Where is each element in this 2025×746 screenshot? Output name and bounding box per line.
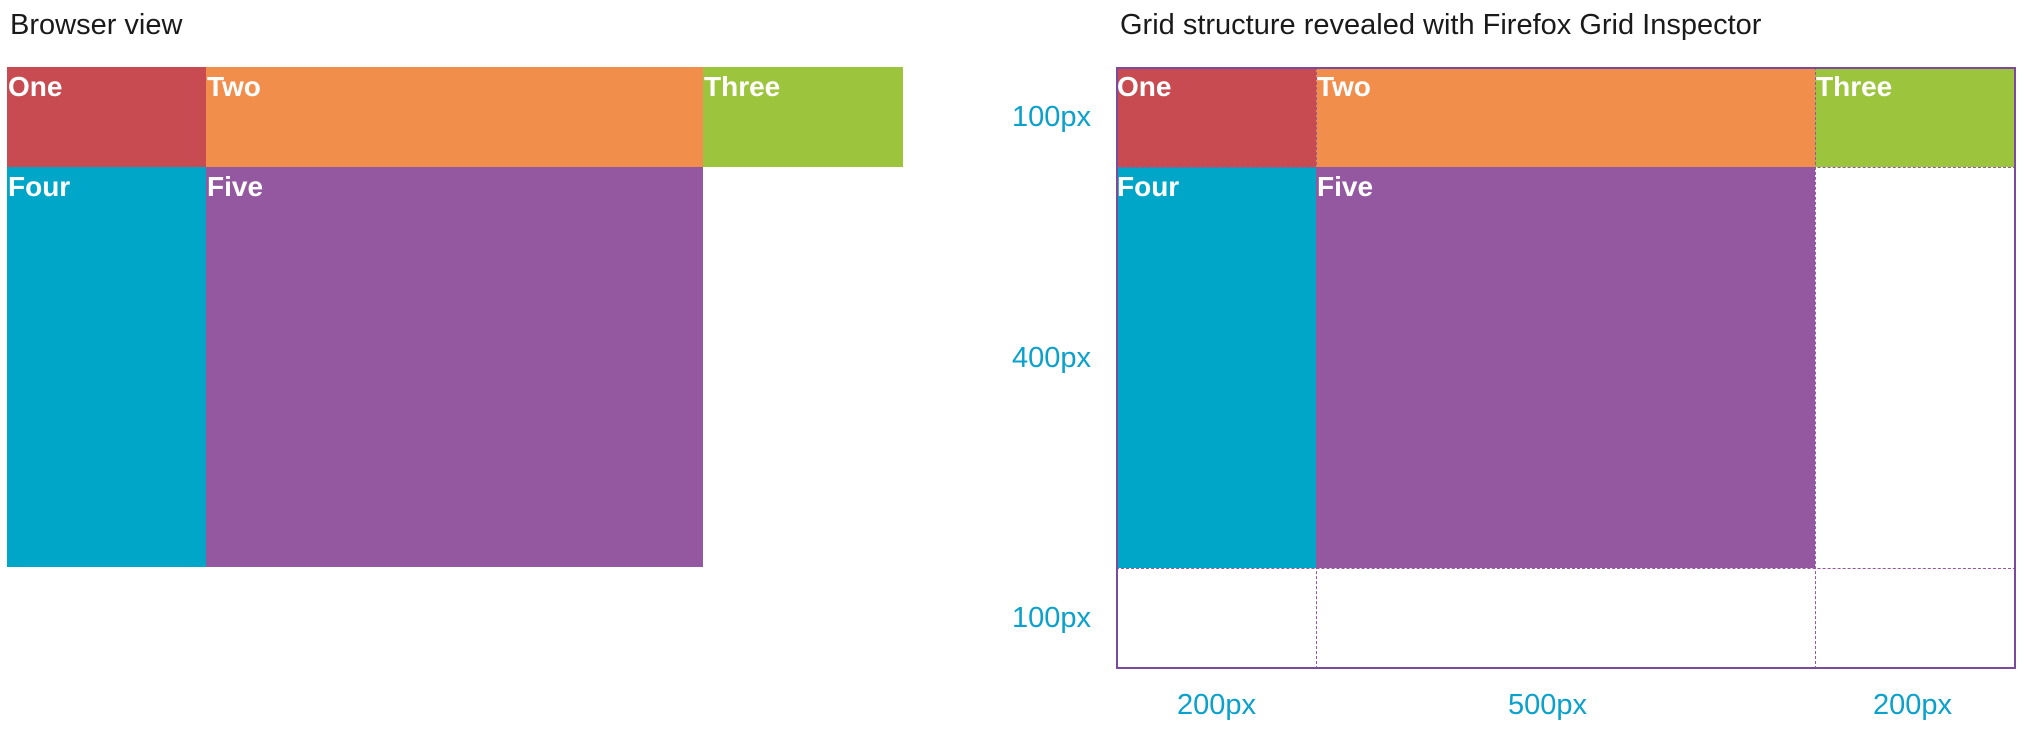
- inspector-item-five: Five: [1316, 167, 1815, 568]
- grid-row-line-2: [1116, 167, 2016, 168]
- grid-row-line-3: [1116, 568, 2016, 569]
- row-track-1-size: 100px: [1012, 101, 1092, 133]
- column-track-1-size: 200px: [1177, 689, 1257, 721]
- column-track-2-size: 500px: [1508, 689, 1588, 721]
- browser-view-heading: Browser view: [10, 9, 183, 41]
- inspector-item-three: Three: [1815, 67, 2016, 167]
- inspector-item-three-label: Three: [1816, 71, 1893, 102]
- inspector-item-one: One: [1116, 67, 1316, 167]
- inspector-item-one-label: One: [1117, 71, 1172, 102]
- browser-item-three-label: Three: [704, 71, 781, 102]
- inspector-item-two-label: Two: [1317, 71, 1371, 102]
- browser-item-four: Four: [7, 167, 206, 567]
- browser-item-five-label: Five: [207, 171, 264, 202]
- browser-item-one-label: One: [8, 71, 63, 102]
- row-track-3-size: 100px: [1012, 602, 1092, 634]
- inspector-item-four: Four: [1116, 167, 1316, 568]
- inspector-item-five-label: Five: [1317, 171, 1374, 202]
- inspector-item-two: Two: [1316, 67, 1815, 167]
- browser-item-four-label: Four: [8, 171, 71, 202]
- grid-column-line-3: [1815, 67, 1816, 669]
- browser-item-two-label: Two: [207, 71, 261, 102]
- row-track-2-size: 400px: [1012, 342, 1092, 374]
- browser-item-three: Three: [703, 67, 903, 167]
- grid-container-outline: [1116, 67, 2016, 669]
- browser-item-five: Five: [206, 167, 703, 567]
- grid-inspector-heading: Grid structure revealed with Firefox Gri…: [1120, 9, 1762, 41]
- browser-item-two: Two: [206, 67, 703, 167]
- grid-column-line-2: [1316, 67, 1317, 669]
- inspector-item-four-label: Four: [1117, 171, 1180, 202]
- column-track-3-size: 200px: [1873, 689, 1953, 721]
- browser-item-one: One: [7, 67, 206, 167]
